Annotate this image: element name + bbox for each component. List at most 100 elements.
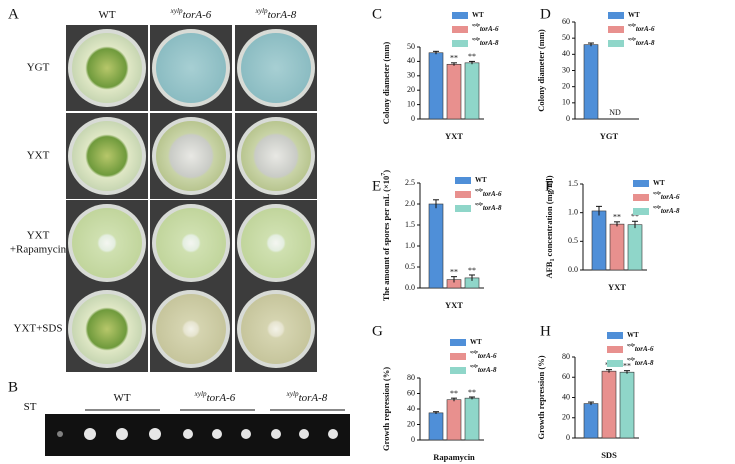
- gel-band: [271, 429, 281, 439]
- y-tick-label: 0.5: [568, 236, 578, 245]
- plate-agar: [241, 208, 311, 278]
- name: torA-8: [478, 366, 497, 374]
- superscript: xylp: [286, 390, 299, 398]
- legend-swatch: [608, 12, 624, 19]
- plate-agar: [156, 208, 226, 278]
- y-tick-label: 50: [407, 42, 415, 51]
- panel-letter: H: [540, 323, 551, 339]
- significance: **: [450, 389, 458, 398]
- significance: **: [631, 212, 639, 221]
- lane-label: xylptorA-8: [286, 390, 328, 404]
- x-axis-label: SDS: [601, 450, 617, 460]
- gel-band: [328, 429, 338, 439]
- superscript: xylp: [471, 22, 481, 27]
- plate-agar: [156, 294, 226, 364]
- legend-label: WT: [628, 11, 640, 19]
- name: WT: [628, 11, 640, 19]
- legend-swatch: [633, 194, 649, 201]
- superscript: xylp: [170, 7, 183, 15]
- y-label-part: The amount of spores per mL (×10: [381, 176, 391, 301]
- y-tick-label: 20: [562, 81, 570, 90]
- legend-swatch: [450, 367, 466, 374]
- plate-photos: [66, 25, 317, 372]
- y-axis-label: Growth repression (%): [381, 367, 391, 451]
- y-label-part: Colony diameter (mm): [381, 42, 391, 125]
- bar: [446, 399, 462, 441]
- name: torA-6: [478, 352, 497, 360]
- name: torA-6: [480, 25, 499, 33]
- legend-label: xylptorA-8: [469, 363, 497, 374]
- gel-band: [149, 428, 161, 440]
- legend-swatch: [452, 12, 468, 19]
- annotation: ND: [609, 108, 621, 117]
- name: torA-8: [636, 39, 655, 47]
- y-label-part: Colony diameter (mm): [536, 29, 546, 112]
- superscript: xylp: [474, 201, 484, 206]
- row-label: YXT: [27, 230, 50, 242]
- plate-agar: [241, 121, 311, 191]
- y-label-part: ): [381, 170, 391, 173]
- y-label-part: 1: [550, 259, 556, 262]
- y-axis-label: The amount of spores per mL (×107): [381, 170, 391, 301]
- legend-label: xylptorA-6: [471, 22, 499, 33]
- y-tick-label: 20: [562, 413, 570, 422]
- row-label: +Rapamycin: [10, 244, 67, 256]
- y-tick-label: 0: [411, 435, 415, 444]
- panel-letter: F: [545, 178, 553, 194]
- name: WT: [653, 179, 665, 187]
- plate-agar: [241, 33, 311, 103]
- bar: [428, 412, 444, 441]
- significance: **: [468, 266, 476, 275]
- y-tick-label: 10: [562, 98, 570, 107]
- legend-label: xylptorA-6: [474, 187, 502, 198]
- y-axis-label: AFB1 concentration (mg/ml): [544, 175, 556, 278]
- legend-swatch: [608, 40, 624, 47]
- plate-agar: [156, 33, 226, 103]
- y-tick-label: 20: [407, 419, 415, 428]
- name: torA-8: [480, 39, 499, 47]
- y-tick-label: 50: [562, 33, 570, 42]
- y-tick-label: 0.0: [405, 283, 415, 292]
- lane-label: ST: [24, 401, 37, 413]
- name: torA-6: [635, 345, 654, 353]
- legend-label: WT: [472, 11, 484, 19]
- y-label-part: Growth repression (%): [381, 367, 391, 451]
- y-tick-label: 2.5: [405, 178, 415, 187]
- y-tick-label: 40: [562, 392, 570, 401]
- y-tick-label: 60: [562, 372, 570, 381]
- plate-agar: [72, 121, 142, 191]
- name: WT: [113, 392, 130, 404]
- plate-agar: [156, 121, 226, 191]
- legend-swatch: [452, 26, 468, 33]
- y-tick-label: 1.0: [405, 241, 415, 250]
- column-label: xylptorA-8: [255, 7, 297, 21]
- y-tick-label: 30: [562, 65, 570, 74]
- gel-band: [241, 429, 251, 439]
- bar: [619, 371, 635, 439]
- superscript: xylp: [627, 36, 637, 41]
- gel-band: [299, 429, 309, 439]
- bar: [627, 224, 643, 271]
- bar: [464, 397, 480, 441]
- y-tick-label: 40: [562, 49, 570, 58]
- y-tick-label: 30: [407, 71, 415, 80]
- name: torA-8: [635, 359, 654, 367]
- bar: [446, 63, 462, 120]
- legend-label: WT: [475, 176, 487, 184]
- y-tick-label: 1.5: [405, 220, 415, 229]
- name: WT: [98, 9, 115, 21]
- name: torA-6: [183, 9, 212, 21]
- legend-label: xylptorA-6: [626, 342, 654, 353]
- y-label-part: Growth repression (%): [536, 355, 546, 439]
- y-axis-label: Colony diameter (mm): [536, 29, 546, 112]
- row-label: YXT: [27, 150, 50, 162]
- gel-band: [84, 428, 96, 440]
- bar: [464, 62, 480, 120]
- plate-agar: [72, 33, 142, 103]
- y-tick-label: 0.5: [405, 262, 415, 271]
- superscript: xylp: [194, 390, 207, 398]
- y-axis-label: Colony diameter (mm): [381, 42, 391, 125]
- gel-bands: [57, 428, 338, 440]
- y-tick-label: 0: [566, 433, 570, 442]
- legend-swatch: [633, 208, 649, 215]
